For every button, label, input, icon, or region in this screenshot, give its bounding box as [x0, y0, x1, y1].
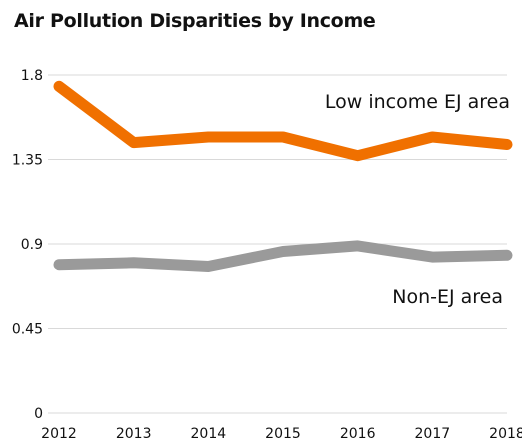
- data-point: [207, 135, 210, 138]
- y-axis-ticks: 0 0.45 0.9 1.35 1.8: [12, 68, 43, 422]
- y-tick-label: 0.9: [21, 237, 43, 253]
- x-tick-label: 2015: [265, 426, 301, 442]
- data-point: [431, 256, 434, 259]
- data-point: [207, 265, 210, 268]
- x-tick-label: 2014: [191, 426, 227, 442]
- x-axis-ticks: 2012 2013 2014 2015 2016 2017 2018: [41, 426, 522, 442]
- data-point: [58, 85, 60, 88]
- series-labels: Low income EJ area Non-EJ area: [325, 91, 510, 308]
- series-label: Non-EJ area: [392, 286, 503, 308]
- y-tick-label: 0.45: [12, 322, 43, 338]
- gridlines: [48, 74, 507, 414]
- y-tick-label: 1.35: [12, 153, 43, 169]
- x-tick-label: 2016: [340, 426, 376, 442]
- x-tick-label: 2012: [41, 426, 77, 442]
- data-point: [282, 250, 284, 253]
- data-point: [282, 135, 284, 138]
- data-point: [58, 263, 60, 266]
- data-point: [506, 254, 508, 257]
- data-point: [506, 143, 508, 146]
- series-line-1: [53, 240, 513, 272]
- data-point: [356, 244, 359, 247]
- x-tick-label: 2018: [489, 426, 522, 442]
- series-label: Low income EJ area: [325, 91, 510, 113]
- data-point: [132, 141, 135, 144]
- data-point: [132, 261, 135, 264]
- series-lines: [53, 80, 513, 272]
- x-tick-label: 2013: [116, 426, 152, 442]
- data-point: [356, 154, 359, 157]
- y-tick-label: 1.8: [21, 68, 43, 84]
- y-tick-label: 0: [34, 406, 43, 422]
- data-point: [431, 135, 434, 138]
- x-tick-label: 2017: [415, 426, 451, 442]
- chart-title: Air Pollution Disparities by Income: [14, 10, 376, 32]
